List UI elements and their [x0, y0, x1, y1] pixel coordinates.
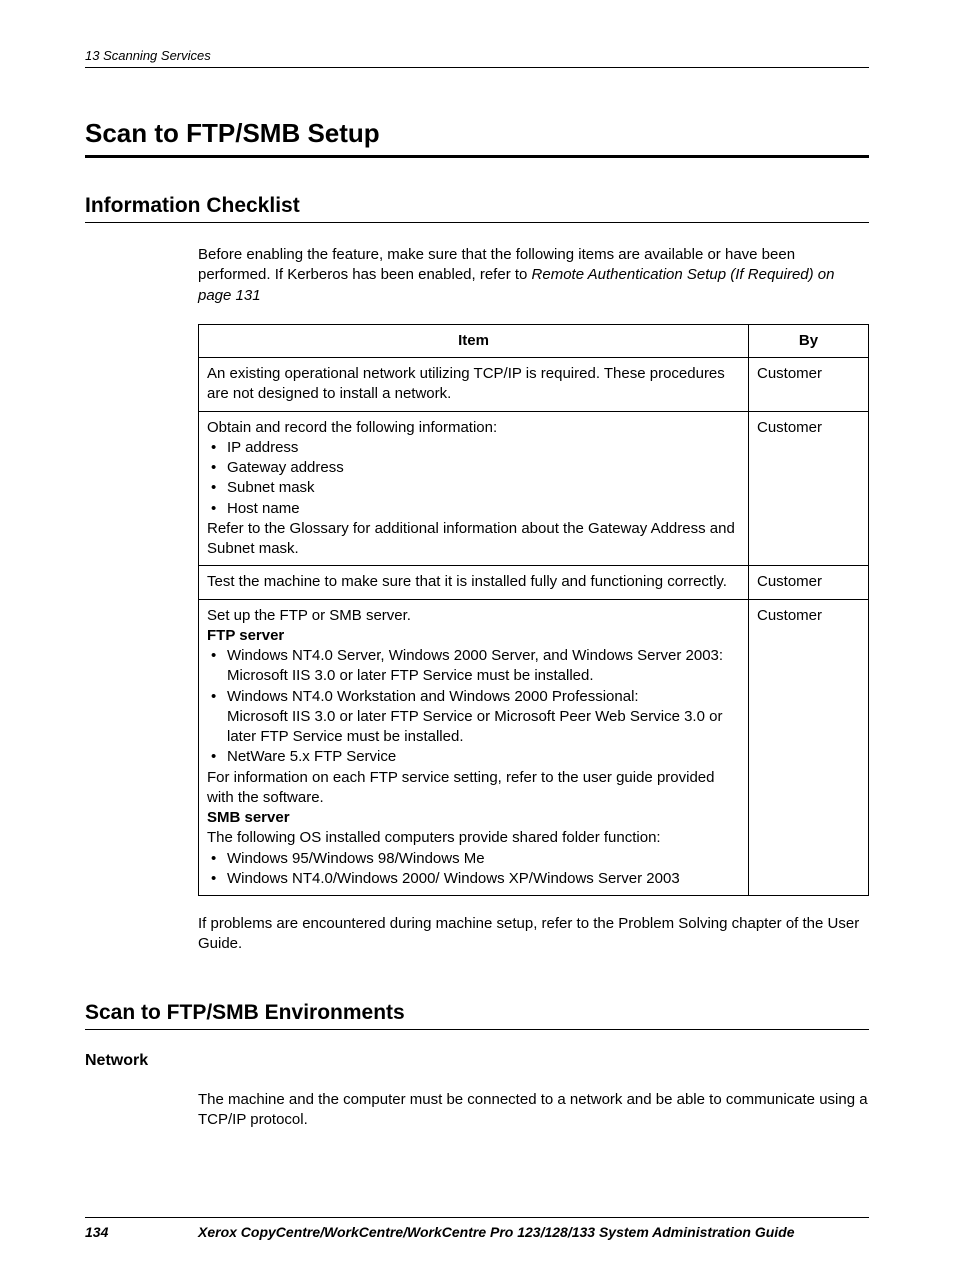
row-tail: Refer to the Glossary for additional inf…: [207, 519, 740, 560]
ftp-tail: For information on each FTP service sett…: [207, 768, 740, 809]
ftp-bullet-list: Windows NT4.0 Server, Windows 2000 Serve…: [207, 646, 740, 768]
table-row: Set up the FTP or SMB server. FTP server…: [199, 599, 869, 896]
cell-by: Customer: [749, 599, 869, 896]
col-header-by: By: [749, 324, 869, 357]
smb-bullet-list: Windows 95/Windows 98/Windows Me Windows…: [207, 849, 740, 890]
footer-title: Xerox CopyCentre/WorkCentre/WorkCentre P…: [198, 1224, 869, 1240]
smb-label: SMB server: [207, 808, 740, 828]
bullet-list: IP address Gateway address Subnet mask H…: [207, 438, 740, 519]
bullet-item: NetWare 5.x FTP Service: [207, 747, 740, 767]
bullet-line: Windows NT4.0 Workstation and Windows 20…: [227, 688, 639, 705]
bullet-item: Host name: [207, 499, 740, 519]
bullet-item: Windows NT4.0/Windows 2000/ Windows XP/W…: [207, 869, 740, 889]
bullet-line: Microsoft IIS 3.0 or later FTP Service m…: [227, 667, 594, 684]
cell-by: Customer: [749, 411, 869, 566]
section-heading-environments: Scan to FTP/SMB Environments: [85, 1001, 869, 1030]
bullet-item: IP address: [207, 438, 740, 458]
cell-item: Set up the FTP or SMB server. FTP server…: [199, 599, 749, 896]
bullet-item: Windows NT4.0 Server, Windows 2000 Serve…: [207, 646, 740, 687]
smb-lead: The following OS installed computers pro…: [207, 828, 740, 848]
table-row: Test the machine to make sure that it is…: [199, 566, 869, 599]
page-number: 134: [85, 1224, 198, 1240]
ftp-label: FTP server: [207, 626, 740, 646]
subsection-heading-network: Network: [85, 1052, 869, 1070]
page-footer: 134 Xerox CopyCentre/WorkCentre/WorkCent…: [85, 1217, 869, 1240]
network-paragraph: The machine and the computer must be con…: [198, 1090, 869, 1131]
row-lead: Set up the FTP or SMB server.: [207, 606, 740, 626]
cell-by: Customer: [749, 358, 869, 412]
cell-item: Obtain and record the following informat…: [199, 411, 749, 566]
bullet-item: Windows NT4.0 Workstation and Windows 20…: [207, 687, 740, 748]
table-row: Obtain and record the following informat…: [199, 411, 869, 566]
bullet-item: Gateway address: [207, 458, 740, 478]
cell-item: An existing operational network utilizin…: [199, 358, 749, 412]
checklist-table: Item By An existing operational network …: [198, 324, 869, 896]
running-header: 13 Scanning Services: [85, 48, 869, 68]
cell-by: Customer: [749, 566, 869, 599]
cell-item: Test the machine to make sure that it is…: [199, 566, 749, 599]
bullet-line: NetWare 5.x FTP Service: [227, 748, 396, 765]
bullet-line: Windows NT4.0 Server, Windows 2000 Serve…: [227, 647, 723, 664]
outro-paragraph: If problems are encountered during machi…: [198, 914, 869, 955]
section-heading-checklist: Information Checklist: [85, 194, 869, 223]
table-row: An existing operational network utilizin…: [199, 358, 869, 412]
page-title: Scan to FTP/SMB Setup: [85, 118, 869, 158]
bullet-line: Microsoft IIS 3.0 or later FTP Service o…: [227, 708, 722, 745]
intro-paragraph: Before enabling the feature, make sure t…: [198, 245, 869, 306]
bullet-item: Subnet mask: [207, 478, 740, 498]
col-header-item: Item: [199, 324, 749, 357]
bullet-item: Windows 95/Windows 98/Windows Me: [207, 849, 740, 869]
row-lead: Obtain and record the following informat…: [207, 418, 740, 438]
